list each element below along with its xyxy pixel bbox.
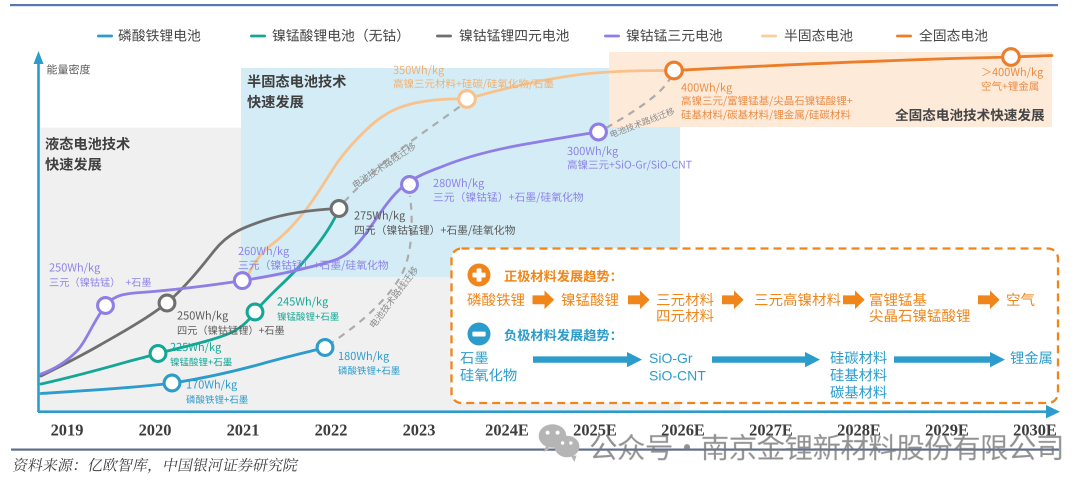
svg-text:2022: 2022: [315, 421, 348, 440]
svg-text:2024E: 2024E: [485, 421, 529, 440]
svg-text:2027E: 2027E: [749, 421, 793, 440]
svg-text:SiO-CNT: SiO-CNT: [649, 367, 706, 383]
svg-text:2029E: 2029E: [925, 421, 969, 440]
svg-text:2021: 2021: [227, 421, 260, 440]
svg-text:SiO-Gr: SiO-Gr: [649, 350, 693, 366]
svg-text:2025E: 2025E: [573, 421, 617, 440]
svg-text:2019: 2019: [51, 421, 84, 440]
svg-text:2026E: 2026E: [661, 421, 705, 440]
svg-text:2020: 2020: [139, 421, 172, 440]
svg-text:2023: 2023: [403, 421, 436, 440]
svg-text:2030E: 2030E: [1013, 421, 1057, 440]
